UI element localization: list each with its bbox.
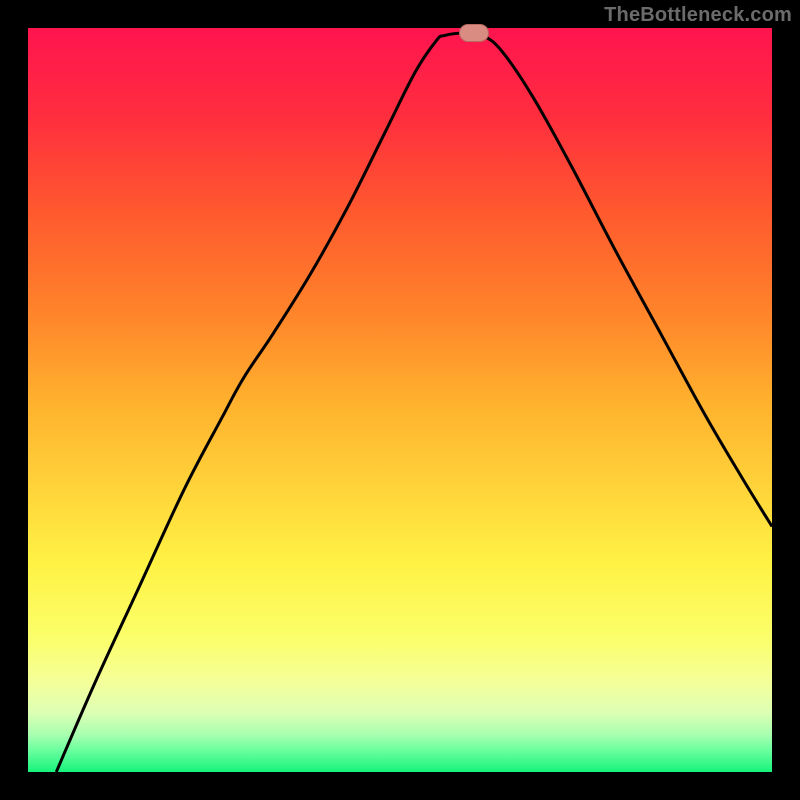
curve-layer <box>28 28 772 772</box>
optimal-marker <box>459 24 489 42</box>
watermark-text: TheBottleneck.com <box>604 4 792 27</box>
chart-frame: TheBottleneck.com <box>0 0 800 800</box>
bottleneck-curve <box>56 33 772 772</box>
plot-area <box>28 28 772 772</box>
